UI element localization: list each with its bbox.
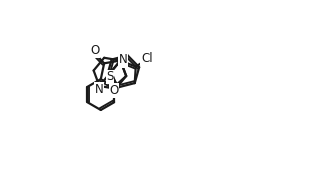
Text: N: N bbox=[119, 53, 128, 66]
Text: N: N bbox=[95, 83, 104, 96]
Text: Cl: Cl bbox=[141, 52, 153, 65]
Text: O: O bbox=[90, 44, 99, 57]
Text: O: O bbox=[109, 84, 119, 97]
Text: N: N bbox=[119, 54, 127, 67]
Text: S: S bbox=[106, 70, 114, 83]
